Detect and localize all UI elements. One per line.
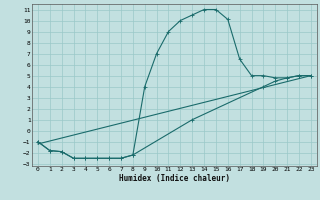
X-axis label: Humidex (Indice chaleur): Humidex (Indice chaleur) [119,174,230,183]
